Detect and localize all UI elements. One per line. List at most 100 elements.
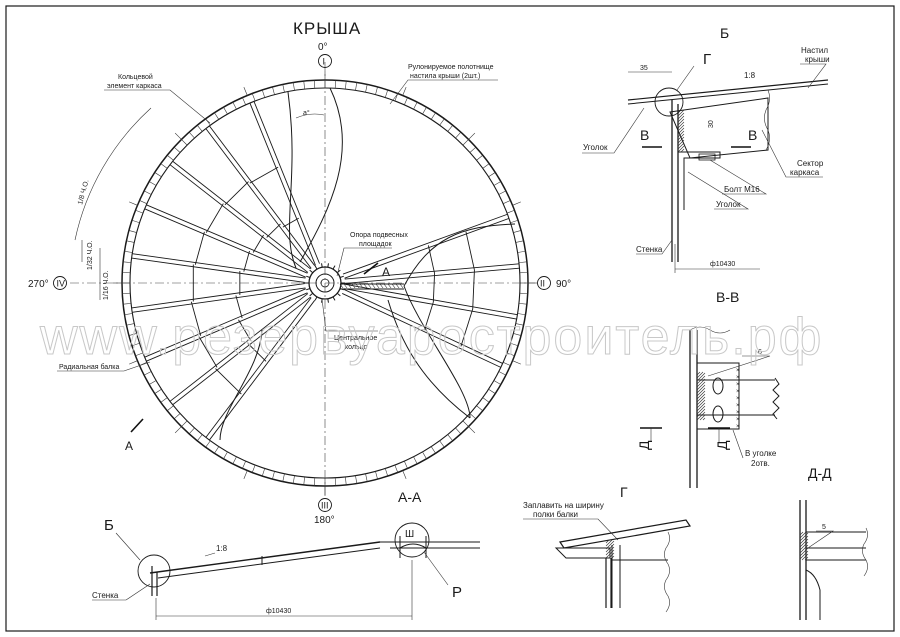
hub-tooth — [336, 292, 341, 297]
ring-tick — [214, 446, 220, 454]
detail-sh-callout-circle — [394, 522, 430, 558]
weld-hatch — [605, 539, 615, 559]
ring-element — [249, 166, 279, 184]
deg-0-label: 0° — [318, 42, 328, 53]
ring-tick — [384, 468, 389, 477]
deg-270-label: 270° — [28, 279, 49, 290]
weld-hatch-line — [677, 133, 685, 141]
central-ring-inner — [315, 273, 335, 293]
ring-element — [465, 231, 475, 271]
weld-hatch-line — [605, 543, 615, 553]
weld-hatch-line — [696, 402, 706, 412]
seam-hatch — [383, 283, 388, 289]
ring-tick — [251, 93, 256, 102]
weld-hatch-line — [696, 393, 706, 403]
hub-tooth — [309, 269, 314, 274]
ring-tick — [242, 97, 246, 105]
axis-mark-left: 270° IV — [28, 276, 67, 290]
ring-tick — [173, 413, 181, 420]
hub-tooth — [306, 275, 311, 278]
ring-tick — [282, 84, 285, 93]
ring-element — [190, 301, 202, 336]
detail-b-title: Б — [720, 25, 729, 41]
ring-tick — [126, 323, 135, 326]
slope-text: 1:8 — [744, 71, 756, 80]
sector-frame — [669, 97, 769, 159]
diameter-text: ф10430 — [710, 261, 735, 268]
weld-6-text: 6 — [758, 349, 762, 356]
rolled-sheet-edge-right — [403, 223, 516, 287]
ring-tick — [128, 333, 137, 336]
ring-tick — [173, 146, 181, 153]
seam-hatch — [355, 283, 360, 289]
seam-hatch — [371, 283, 376, 289]
sector-label: Сектор — [797, 159, 824, 168]
bolt-hole — [712, 377, 724, 395]
ring-tick — [149, 380, 157, 385]
ring-tick — [375, 86, 378, 95]
ring-tick — [261, 468, 266, 477]
axis-mark-text: I — [323, 57, 326, 67]
axis-mark-bottom: III 180° — [314, 498, 335, 526]
dim-text: 1/16 Ч.О. — [103, 270, 110, 300]
weld-hatch-line — [799, 531, 804, 536]
sector-tick — [129, 201, 138, 206]
ring-tick — [447, 125, 453, 132]
weld-hatch — [677, 109, 685, 153]
section-cut-line — [363, 262, 379, 275]
seam-hatch — [375, 283, 380, 289]
weld-mark: × — [736, 417, 740, 423]
leader-line — [115, 532, 141, 561]
ring-tick — [498, 371, 507, 376]
beam-break — [664, 531, 670, 613]
weld-mark: × — [736, 382, 740, 388]
radial-beam — [344, 288, 517, 320]
sector-tick — [468, 426, 476, 434]
callout-ring-element: Кольцевой элемент каркаса — [104, 73, 211, 124]
callout-b-text: Б — [104, 517, 114, 534]
weld-hatch-line — [677, 145, 685, 153]
radial-beam — [344, 263, 520, 280]
leader-line — [336, 247, 392, 277]
ring-tick — [292, 475, 295, 484]
section-vv-title: В-В — [716, 289, 739, 305]
ring-tick — [123, 261, 132, 263]
ring-tick — [482, 163, 490, 169]
weld-hatch-line — [702, 417, 706, 421]
ring-tick — [205, 440, 211, 448]
weld-hatch-line — [677, 139, 685, 147]
ring-element — [215, 368, 242, 395]
deck-line — [627, 83, 829, 105]
radial-beam — [172, 160, 311, 270]
detail-g: Г Заплавить на ширину полки балки — [523, 484, 692, 613]
ring-tick — [282, 473, 285, 482]
wall-break — [689, 326, 731, 334]
watermark: www.резервуаростроитель.рф — [39, 308, 823, 366]
dim-35-text: 35 — [640, 65, 648, 72]
radial-beam — [169, 293, 309, 402]
ring-tick — [131, 219, 140, 224]
leader-line — [800, 63, 827, 89]
section-mark-a-lower: А — [125, 418, 144, 453]
seam-hatch — [399, 283, 404, 289]
dim-30-text: 30 — [708, 120, 715, 128]
leader-line — [104, 89, 211, 124]
callout-text: Кольцевой — [118, 73, 153, 81]
section-a-a: А-А Б Ш Р 1:8 Стенка ф10430 — [92, 489, 480, 620]
ring-tick — [126, 240, 135, 243]
deck-label: Настил — [801, 46, 828, 55]
sector-tick — [468, 132, 476, 140]
section-v-v: В-В ××××××××× 6 Д Д В уголке 2отв. — [636, 289, 780, 488]
ring-tick — [154, 388, 162, 394]
seam-hatch — [351, 283, 356, 289]
note-text: полки балки — [533, 510, 578, 519]
ring-element — [266, 223, 281, 238]
section-cut-line — [130, 418, 144, 433]
ring-element — [194, 231, 205, 265]
ring-element — [205, 203, 224, 233]
section-aa-title: А-А — [398, 489, 422, 505]
ring-tick — [197, 434, 203, 441]
ring-tick — [488, 388, 496, 394]
ring-tick — [188, 131, 195, 139]
